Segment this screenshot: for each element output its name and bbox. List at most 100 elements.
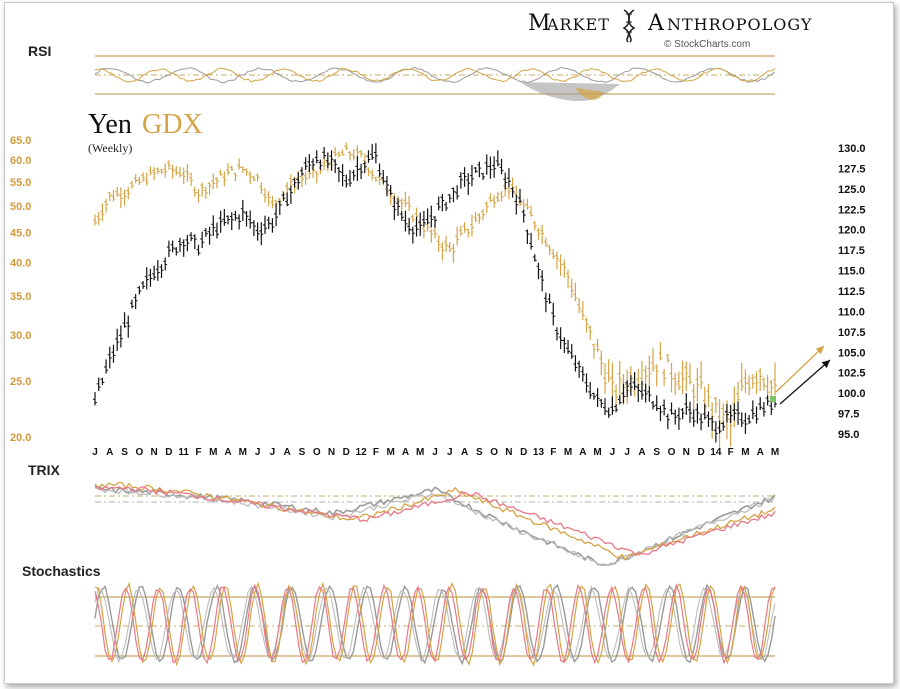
x-tick-label: J xyxy=(92,447,98,458)
right-tick-label: 107.5 xyxy=(838,327,866,339)
x-tick-label: J xyxy=(432,447,438,458)
x-tick-label: J xyxy=(447,447,453,458)
x-tick-label: O xyxy=(668,447,676,458)
left-tick-label: 35.0 xyxy=(10,291,31,303)
stoch-pink-line xyxy=(94,583,776,665)
x-tick-label: M xyxy=(593,447,601,458)
x-tick-label: S xyxy=(121,447,128,458)
x-tick-label: M xyxy=(771,447,779,458)
gdx-series xyxy=(93,142,777,448)
x-tick-label: M xyxy=(209,447,217,458)
x-tick-label: J xyxy=(255,447,261,458)
gdx-projection-arrow xyxy=(775,345,825,393)
right-tick-label: 122.5 xyxy=(838,204,866,216)
brand-a: A xyxy=(647,11,665,36)
trix-label: TRIX xyxy=(28,462,61,478)
right-tick-label: 120.0 xyxy=(838,225,866,237)
rsi-panel xyxy=(94,55,776,102)
left-tick-label: 50.0 xyxy=(10,201,31,213)
x-tick-label: D xyxy=(697,447,704,458)
x-tick-label: O xyxy=(313,447,321,458)
x-tick-label: 13 xyxy=(533,447,545,458)
x-tick-label: J xyxy=(624,447,630,458)
right-tick-label: 100.0 xyxy=(838,388,866,400)
right-tick-label: 110.0 xyxy=(838,306,865,318)
stochastics-label: Stochastics xyxy=(22,563,101,579)
right-tick-label: 130.0 xyxy=(838,143,866,155)
credit-text: © StockCharts.com xyxy=(664,39,750,50)
left-tick-label: 40.0 xyxy=(10,257,31,269)
trix-pink-line xyxy=(94,485,776,557)
rsi-gdx-line xyxy=(94,67,776,83)
x-tick-label: N xyxy=(328,447,335,458)
x-tick-label: N xyxy=(505,447,512,458)
x-tick-label: S xyxy=(653,447,660,458)
right-tick-label: 112.5 xyxy=(838,286,865,298)
left-tick-label: 55.0 xyxy=(10,177,31,189)
x-tick-label: N xyxy=(151,447,158,458)
title-yen: Yen xyxy=(88,109,132,140)
latest-marker xyxy=(770,396,776,402)
x-tick-label: A xyxy=(106,447,113,458)
left-tick-label: 25.0 xyxy=(10,376,31,388)
left-axis-ticks: 65.0 60.0 55.0 50.0 45.0 40.0 35.0 30.0 25.0 20.0 xyxy=(10,135,31,444)
right-tick-label: 117.5 xyxy=(838,245,865,257)
x-tick-label: F xyxy=(550,447,556,458)
x-tick-label: N xyxy=(683,447,690,458)
right-tick-label: 127.5 xyxy=(838,163,866,175)
x-tick-label: 11 xyxy=(178,447,189,458)
x-tick-label: F xyxy=(195,447,201,458)
x-tick-label: J xyxy=(610,447,616,458)
x-tick-label: D xyxy=(520,447,527,458)
x-tick-label: 14 xyxy=(710,447,722,458)
x-tick-label: M xyxy=(239,447,247,458)
x-tick-label: F xyxy=(728,447,734,458)
x-tick-label: A xyxy=(224,447,231,458)
chart-frame xyxy=(4,2,894,684)
x-tick-label: O xyxy=(135,447,143,458)
x-tick-label: A xyxy=(757,447,764,458)
x-tick-label: J xyxy=(270,447,276,458)
trix-gdx-line xyxy=(94,481,776,561)
right-tick-label: 95.0 xyxy=(838,429,859,441)
rsi-oversold-fill-gold xyxy=(575,88,604,100)
yen-series xyxy=(93,143,777,443)
stoch-lightgray-line xyxy=(94,585,776,663)
x-tick-label: M xyxy=(564,447,572,458)
x-tick-label: S xyxy=(476,447,483,458)
projection-arrows xyxy=(770,345,831,405)
x-tick-label: A xyxy=(402,447,409,458)
x-tick-label: D xyxy=(165,447,172,458)
yen-projection-arrow xyxy=(779,359,831,405)
right-tick-label: 97.5 xyxy=(838,409,859,421)
brand-nthropology: NTHROPOLOGY xyxy=(667,15,812,34)
rsi-oversold-fill xyxy=(520,82,620,102)
trix-panel xyxy=(94,481,776,566)
rsi-label: RSI xyxy=(28,43,51,59)
x-tick-label: D xyxy=(343,447,350,458)
x-axis-ticks: J A S O N D 11 F M A M J J A S O N D 12 F M A M J J A S O N D 13 F M A M J J… xyxy=(92,447,779,458)
stoch-gray-line xyxy=(94,583,776,666)
x-tick-label: A xyxy=(461,447,468,458)
x-tick-label: M xyxy=(416,447,424,458)
title-gdx: GDX xyxy=(142,109,203,140)
left-tick-label: 45.0 xyxy=(10,228,31,240)
right-tick-label: 115.0 xyxy=(838,266,865,278)
brand-arket: ARKET xyxy=(546,15,610,34)
right-tick-label: 102.5 xyxy=(838,368,866,380)
x-tick-label: 12 xyxy=(356,447,368,458)
x-tick-label: M xyxy=(386,447,394,458)
x-tick-label: F xyxy=(373,447,379,458)
left-tick-label: 60.0 xyxy=(10,155,31,167)
x-tick-label: A xyxy=(638,447,645,458)
x-tick-label: A xyxy=(284,447,291,458)
x-tick-label: A xyxy=(579,447,586,458)
x-tick-label: S xyxy=(299,447,306,458)
rsi-yen-line xyxy=(94,66,776,84)
right-tick-label: 125.0 xyxy=(838,184,866,196)
left-tick-label: 65.0 xyxy=(10,135,31,147)
x-tick-label: M xyxy=(741,447,749,458)
right-axis-ticks: 130.0 127.5 125.0 122.5 120.0 117.5 115.0 112.5… xyxy=(838,143,866,441)
